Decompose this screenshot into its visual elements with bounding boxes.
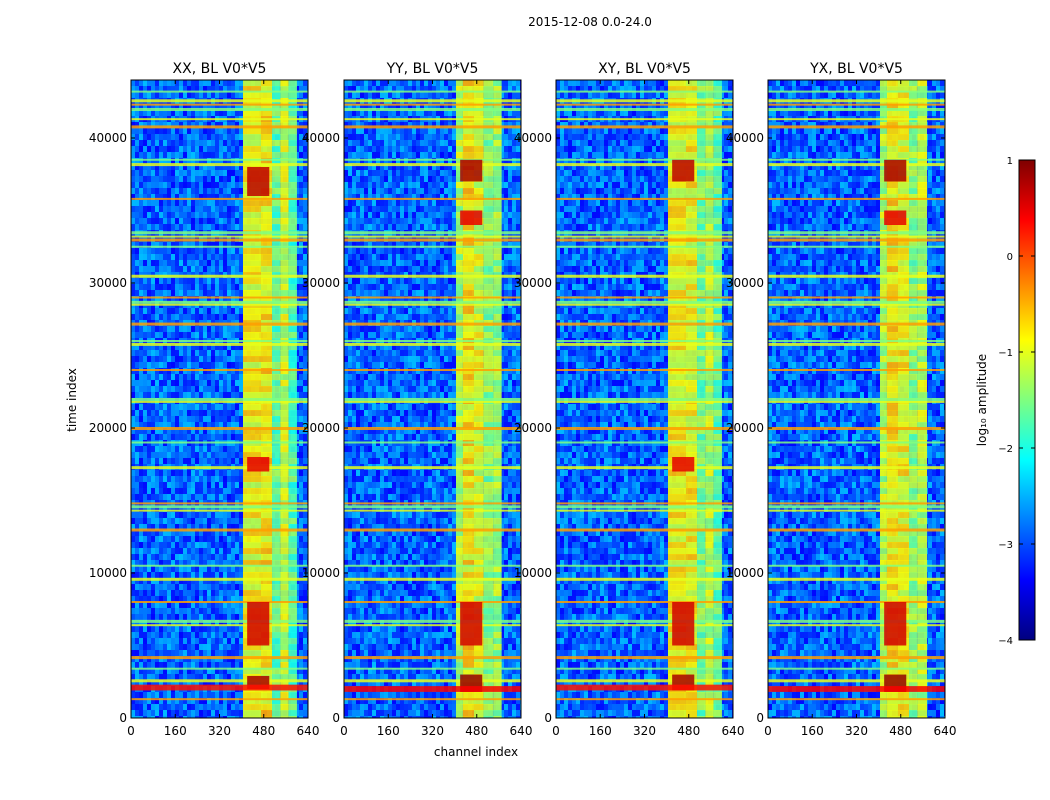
y-tick-label: 40000 [726,131,764,145]
panel-title: XX, BL V0*V5 [173,61,267,77]
x-tick-label: 480 [465,724,488,738]
x-tick-label: 0 [764,724,772,738]
y-tick-label: 0 [544,711,552,725]
x-tick-label: 320 [421,724,444,738]
y-tick-label: 10000 [302,566,340,580]
colorbar-tick-label: 1 [1007,156,1013,167]
x-tick-label: 0 [340,724,348,738]
x-tick-label: 320 [633,724,656,738]
y-tick-label: 0 [756,711,764,725]
colorbar-tick-label: −2 [998,444,1013,455]
x-tick-label: 640 [934,724,957,738]
x-tick-label: 480 [252,724,275,738]
x-tick-label: 160 [164,724,187,738]
y-tick-label: 40000 [514,131,552,145]
colorbar-tick-label: −1 [998,348,1013,359]
x-tick-label: 480 [889,724,912,738]
colorbar-label: log₁₀ amplitude [975,354,989,446]
x-tick-label: 640 [722,724,745,738]
y-tick-label: 10000 [514,566,552,580]
x-tick-label: 320 [208,724,231,738]
y-tick-label: 40000 [302,131,340,145]
y-tick-label: 10000 [726,566,764,580]
heatmap-panel-1: XX, BL V0*V5 0 160 320 480 640 0 10000 20000 3000… [89,61,320,738]
y-tick-label: 0 [119,711,127,725]
heatmap-panel-2: YY, BL V0*V5 0 160 320 480 640 0 10000 20000 3000… [302,61,533,738]
colorbar-gradient [1018,159,1036,641]
panels-layer: XX, BL V0*V5 0 160 320 480 640 0 10000 20000 3000… [89,61,957,738]
x-tick-label: 320 [845,724,868,738]
y-tick-label: 30000 [89,276,127,290]
y-tick-label: 0 [332,711,340,725]
y-tick-label: 40000 [89,131,127,145]
heatmap-panel-3: XY, BL V0*V5 0 160 320 480 640 0 10000 20000 3000… [514,61,745,738]
panel-title: YX, BL V0*V5 [809,61,903,77]
y-tick-label: 10000 [89,566,127,580]
x-tick-label: 480 [677,724,700,738]
y-tick-label: 30000 [726,276,764,290]
x-tick-label: 160 [801,724,824,738]
x-tick-label: 160 [589,724,612,738]
x-tick-label: 640 [510,724,533,738]
suptitle: 2015-12-08 0.0-24.0 [528,15,652,29]
x-tick-label: 640 [297,724,320,738]
colorbar-tick-label: 0 [1007,252,1013,263]
x-axis-label: channel index [434,745,518,759]
x-tick-label: 160 [377,724,400,738]
x-tick-label: 0 [127,724,135,738]
panel-title: YY, BL V0*V5 [386,61,479,77]
y-tick-label: 30000 [514,276,552,290]
y-tick-label: 30000 [302,276,340,290]
y-tick-label: 20000 [302,421,340,435]
panel-title: XY, BL V0*V5 [598,61,691,77]
y-tick-label: 20000 [514,421,552,435]
colorbar-tick-label: −3 [998,540,1013,551]
heatmap-panel-4: YX, BL V0*V5 0 160 320 480 640 0 10000 20000 3000… [726,61,957,738]
x-tick-label: 0 [552,724,560,738]
y-tick-label: 20000 [89,421,127,435]
y-axis-label: time index [65,368,79,432]
colorbar-tick-label: −4 [998,636,1013,647]
y-tick-label: 20000 [726,421,764,435]
colorbar: 1 0 −1 −2 −3 −4 [998,156,1036,647]
